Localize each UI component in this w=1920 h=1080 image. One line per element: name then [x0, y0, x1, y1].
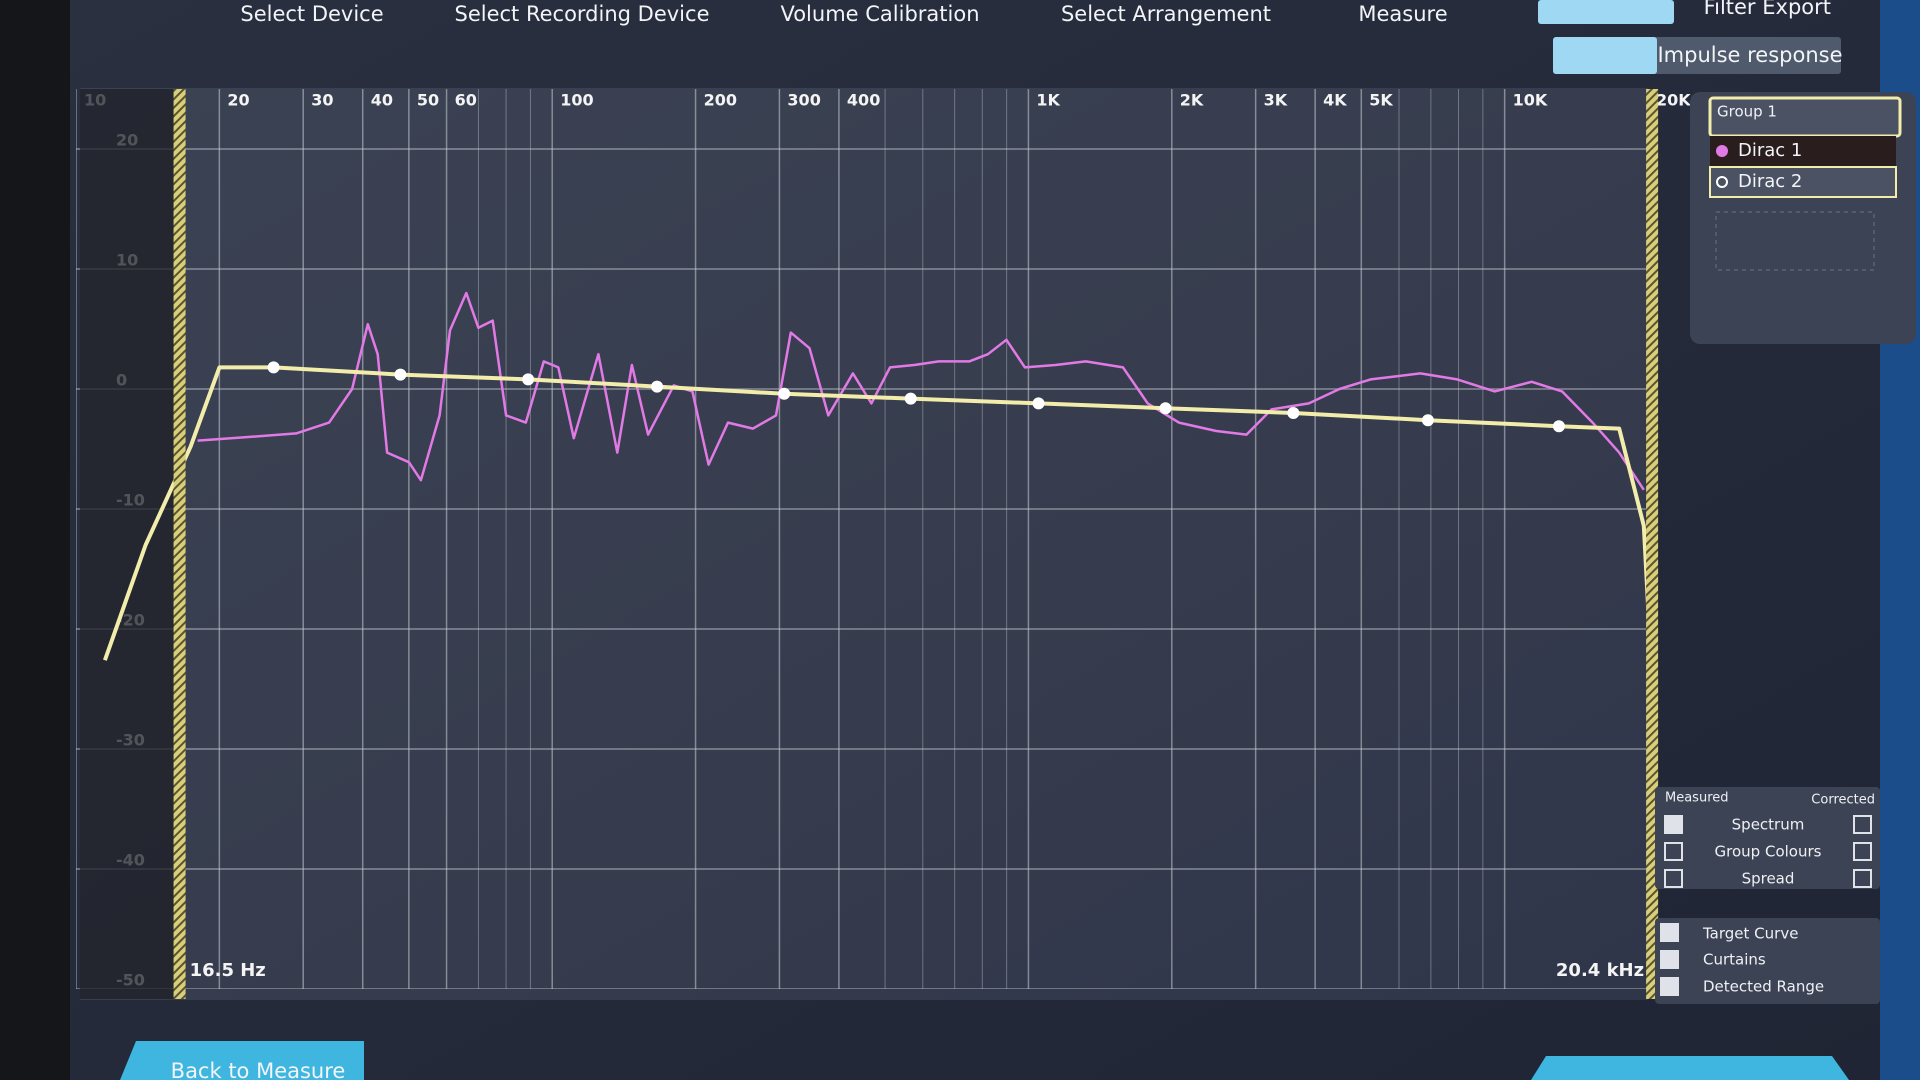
x-tick-label: 30 [311, 91, 333, 110]
impulse-button-swatch [1553, 37, 1657, 74]
nav-bar: Select Device Select Recording Device Volu… [240, 0, 1831, 26]
nav-tab[interactable]: Filter Export [1704, 0, 1831, 19]
x-tick-label: 20K [1656, 91, 1691, 110]
toggles-panel [1655, 918, 1880, 1004]
drop-zone [1715, 211, 1875, 271]
group-title: Group 1 [1717, 103, 1777, 121]
option-label: Spectrum [1732, 816, 1805, 834]
x-tick-label: 5K [1369, 91, 1393, 110]
target-handle[interactable] [522, 373, 535, 386]
nav-tab[interactable]: Select Device [240, 2, 383, 26]
toggle-label: Target Curve [1702, 925, 1798, 943]
item-label[interactable]: Dirac 2 [1738, 171, 1802, 192]
grid [76, 89, 1648, 989]
plot-background [80, 88, 1648, 1000]
checkbox[interactable] [1664, 842, 1683, 861]
options: Spectrum Group Colours Spread Target Curve C… [1660, 815, 1872, 996]
curtain-label: 16.5 Hz [190, 960, 266, 981]
checkbox[interactable] [1660, 923, 1679, 942]
tab-indicator [1538, 0, 1674, 24]
x-tick-label: 300 [787, 91, 820, 110]
x-tick-label: 20 [227, 91, 249, 110]
back-button[interactable] [120, 1041, 364, 1080]
target-handle[interactable] [1287, 407, 1300, 419]
target-handle[interactable] [1421, 414, 1434, 427]
target-curve [103, 365, 1648, 661]
curtain-shade [80, 89, 180, 999]
next-button[interactable] [1531, 1056, 1849, 1080]
plot: 1020304050601002003004001K2K3K4K5K10K20K… [76, 89, 1691, 999]
checkbox[interactable] [1664, 869, 1683, 888]
x-tick-label: 60 [455, 91, 477, 110]
corrected-header: Corrected [1811, 793, 1875, 808]
nav-tab[interactable]: Select Arrangement [1061, 2, 1271, 26]
checkbox[interactable] [1853, 869, 1872, 888]
x-tick-label: 200 [704, 91, 737, 110]
checkbox[interactable] [1660, 977, 1679, 996]
measured-header: Measured [1665, 791, 1729, 806]
target-handle[interactable] [1552, 420, 1565, 433]
options-panel [1655, 787, 1880, 889]
item-label[interactable]: Dirac 1 [1738, 140, 1802, 161]
x-tick-label: 100 [560, 91, 593, 110]
checkbox[interactable] [1853, 815, 1872, 834]
item-dot [1716, 145, 1728, 157]
x-tick-label: 50 [417, 91, 439, 110]
curtain[interactable] [1646, 89, 1659, 999]
item-dot [1716, 176, 1728, 188]
curtain[interactable] [173, 89, 186, 999]
target-handle[interactable] [267, 361, 280, 374]
toggle-label: Curtains [1703, 951, 1766, 969]
x-tick-label: 400 [847, 91, 880, 110]
target-handle[interactable] [904, 392, 917, 405]
toggle-label: Detected Range [1703, 978, 1824, 996]
checkbox[interactable] [1853, 842, 1872, 861]
target-handle[interactable] [778, 387, 791, 400]
target-handle[interactable] [1032, 397, 1045, 410]
x-tick-label: 10K [1513, 91, 1548, 110]
nav-tab[interactable]: Volume Calibration [780, 2, 979, 26]
option-label: Group Colours [1715, 843, 1822, 861]
nav-tab[interactable]: Measure [1358, 2, 1447, 26]
target-handle[interactable] [651, 380, 664, 393]
x-tick-label: 2K [1180, 91, 1204, 110]
checkbox[interactable] [1660, 950, 1679, 969]
x-tick-label: 3K [1264, 91, 1288, 110]
measured-curve [197, 291, 1645, 491]
option-label: Spread [1742, 870, 1795, 888]
target-handle[interactable] [394, 368, 407, 381]
nav-tab[interactable]: Select Recording Device [455, 2, 710, 26]
back-button-label[interactable]: Back to Measure [171, 1059, 346, 1080]
item[interactable] [1709, 166, 1897, 198]
left-edge [0, 0, 70, 1080]
x-tick-label: 1K [1036, 91, 1060, 110]
impulse-button-label[interactable]: Impulse response [1657, 43, 1842, 67]
curtain-label: 20.4 kHz [1556, 960, 1644, 981]
checkbox[interactable] [1664, 815, 1683, 834]
x-tick-label: 40 [371, 91, 393, 110]
target-handle[interactable] [1159, 402, 1172, 415]
x-tick-label: 4K [1323, 91, 1347, 110]
item-selected[interactable] [1710, 136, 1896, 166]
